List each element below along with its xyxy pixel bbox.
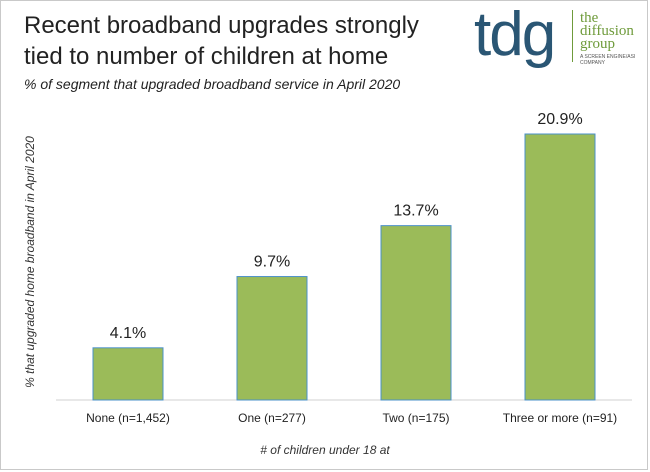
logo-line-2: diffusion xyxy=(580,23,634,39)
x-axis-label: # of children under 18 at xyxy=(260,443,390,457)
bar-1 xyxy=(236,276,308,401)
diffusion-group-logo-text: the diffusion group xyxy=(580,10,634,52)
x-tick-label-2: Two (n=175) xyxy=(382,411,449,425)
x-tick-label-1: One (n=277) xyxy=(238,411,306,425)
logo-line-3: group xyxy=(580,36,615,52)
data-label-1: 9.7% xyxy=(254,254,290,271)
logo-divider xyxy=(572,10,573,62)
bar-3 xyxy=(524,133,596,401)
chart-subtitle: % of segment that upgraded broadband ser… xyxy=(24,76,401,92)
bar-2 xyxy=(380,225,452,401)
logo-line-1: the xyxy=(580,10,599,26)
x-tick-label-0: None (n=1,452) xyxy=(86,411,170,425)
logo-tagline: A SCREEN ENGINE/ASI COMPANY xyxy=(580,54,636,66)
data-label-3: 20.9% xyxy=(537,111,582,128)
data-label-2: 13.7% xyxy=(393,203,438,220)
tdg-logo: tdg xyxy=(474,0,556,69)
chart-title: Recent broadband upgrades strongly tied … xyxy=(24,12,419,70)
x-tick-label-3: Three or more (n=91) xyxy=(503,411,617,425)
data-label-0: 4.1% xyxy=(110,325,146,342)
bar-0 xyxy=(92,347,164,401)
